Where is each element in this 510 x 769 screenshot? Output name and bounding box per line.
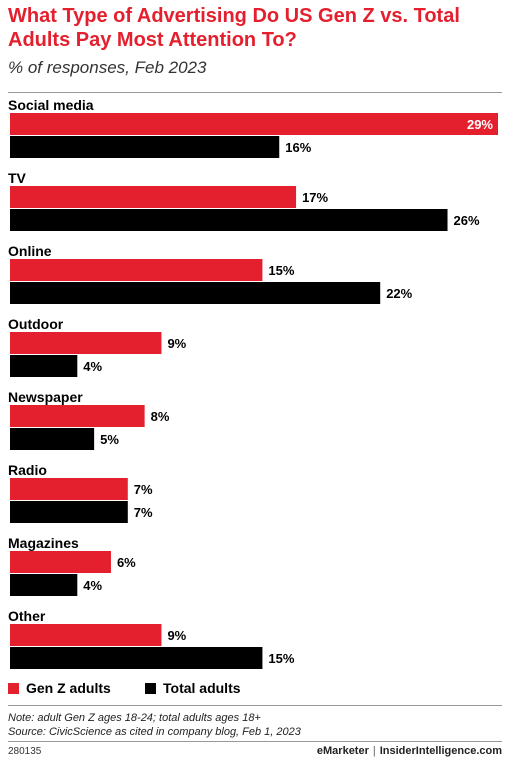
bar-genz-radio: [10, 478, 128, 500]
bar-total-magazines: [10, 574, 78, 596]
value-label-genz-radio: 7%: [134, 482, 153, 497]
value-label-genz-other: 9%: [167, 628, 186, 643]
bar-genz-tv: [10, 186, 297, 208]
bar-total-outdoor: [10, 355, 78, 377]
brand-insider: InsiderIntelligence.com: [379, 745, 502, 757]
category-label-magazines: Magazines: [8, 535, 79, 551]
category-label-outdoor: Outdoor: [8, 316, 64, 332]
category-label-tv: TV: [8, 170, 27, 186]
legend-swatch-total: [145, 682, 156, 694]
chart-title: What Type of Advertising Do US Gen Z vs.…: [8, 5, 460, 51]
legend-label-total: Total adults: [163, 680, 241, 696]
bar-total-newspaper: [10, 428, 95, 450]
value-label-total-social-media: 16%: [285, 140, 311, 155]
chart-subtitle: % of responses, Feb 2023: [8, 58, 207, 77]
value-label-total-outdoor: 4%: [83, 359, 102, 374]
value-label-total-tv: 26%: [454, 213, 480, 228]
value-label-genz-tv: 17%: [302, 190, 328, 205]
bottom-divider: [8, 705, 502, 706]
bar-total-radio: [10, 501, 128, 523]
value-label-total-magazines: 4%: [83, 578, 102, 593]
chart-id: 280135: [8, 746, 42, 757]
top-divider: [8, 92, 502, 93]
bar-chart: Social media 29% 16% TV 17% 26% Online 15% 22% Ou…: [8, 97, 498, 669]
category-label-newspaper: Newspaper: [8, 389, 83, 405]
legend-swatch-genz: [8, 682, 19, 694]
note-text: Note: adult Gen Z ages 18-24; total adul…: [8, 712, 261, 724]
category-label-online: Online: [8, 243, 52, 259]
bar-genz-online: [10, 259, 263, 281]
footer-divider: [8, 741, 502, 742]
bar-genz-newspaper: [10, 405, 145, 427]
bar-total-other: [10, 647, 263, 669]
brand-credit: eMarketer | InsiderIntelligence.com: [317, 745, 502, 757]
legend-label-genz: Gen Z adults: [26, 680, 111, 696]
bar-genz-outdoor: [10, 332, 162, 354]
bar-genz-magazines: [10, 551, 111, 573]
bar-total-online: [10, 282, 381, 304]
value-label-total-radio: 7%: [134, 505, 153, 520]
source-text: Source: CivicScience as cited in company…: [8, 726, 301, 738]
value-label-total-online: 22%: [386, 286, 412, 301]
value-label-genz-online: 15%: [268, 263, 294, 278]
category-label-other: Other: [8, 608, 46, 624]
value-label-genz-social-media: 29%: [467, 117, 493, 132]
brand-separator: |: [372, 745, 376, 757]
legend-item-genz: Gen Z adults: [8, 680, 111, 696]
bar-total-social-media: [10, 136, 280, 158]
footnotes: Note: adult Gen Z ages 18-24; total adul…: [8, 711, 301, 739]
bar-genz-social-media: [10, 113, 498, 135]
value-label-genz-newspaper: 8%: [151, 409, 170, 424]
bar-genz-other: [10, 624, 162, 646]
value-label-genz-outdoor: 9%: [167, 336, 186, 351]
brand-emarketer: eMarketer: [316, 745, 369, 757]
value-label-genz-magazines: 6%: [117, 555, 136, 570]
bar-total-tv: [10, 209, 448, 231]
value-label-total-other: 15%: [268, 651, 294, 666]
category-label-radio: Radio: [8, 462, 47, 478]
category-label-social-media: Social media: [8, 97, 94, 113]
legend-item-total: Total adults: [145, 680, 241, 696]
value-label-total-newspaper: 5%: [100, 432, 119, 447]
